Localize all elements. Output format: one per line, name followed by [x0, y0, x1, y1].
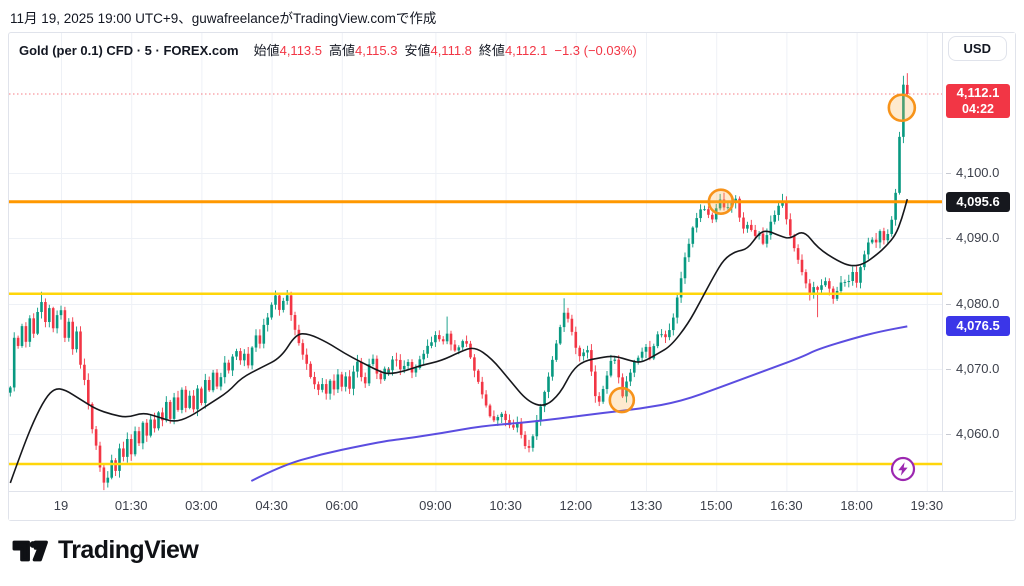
hline-price-badge: 4,095.6 — [946, 191, 1010, 212]
currency-button[interactable]: USD — [947, 36, 1007, 61]
time-axis-label: 19:30 — [910, 498, 944, 513]
ohlc-label: 始値 — [253, 43, 280, 58]
ohlc-label: 終値 — [478, 43, 505, 58]
ohlc-value: 4,111.8 — [430, 43, 472, 58]
time-axis-label: 13:30 — [629, 498, 663, 513]
time-axis-label: 18:00 — [840, 498, 873, 513]
tradingview-logo[interactable]: TradingView — [12, 536, 199, 565]
lightning-icon — [890, 456, 916, 482]
price-chart-canvas[interactable] — [9, 33, 942, 491]
time-axis-label: 16:30 — [770, 498, 803, 513]
chart-widget: Gold (per 0.1) CFD · 5 · FOREX.com 始値4,11… — [8, 32, 1016, 521]
time-axis-label: 01:30 — [114, 498, 148, 513]
tradingview-logo-icon — [12, 540, 48, 561]
symbol-title[interactable]: Gold (per 0.1) CFD · 5 · FOREX.com — [19, 43, 239, 58]
time-axis-label: 10:30 — [489, 498, 522, 513]
tradingview-logo-text: TradingView — [58, 536, 199, 564]
time-axis-label: 15:00 — [699, 498, 733, 513]
ema-price-badge: 4,076.5 — [946, 316, 1010, 337]
last-price-badge: 4,112.1 04:22 — [946, 84, 1010, 119]
price-axis-label: 4,060.0 — [945, 426, 1000, 441]
attribution-text: 11月 19, 2025 19:00 UTC+9、guwafreelanceがT… — [10, 11, 437, 26]
time-axis-label: 09:00 — [419, 498, 452, 513]
time-axis-label: 12:00 — [559, 498, 593, 513]
time-axis-label: 04:30 — [255, 498, 288, 513]
price-axis-label: 4,070.0 — [945, 360, 1000, 376]
time-axis[interactable]: 19 01:30 03:00 04:30 06:00 09:00 10:30 12:00 13:… — [9, 491, 1013, 520]
ohlc-label: 安値 — [404, 43, 431, 58]
price-axis-label: 4,090.0 — [945, 230, 1000, 246]
flash-button[interactable] — [890, 456, 916, 482]
price-axis-label: 4,080.0 — [945, 295, 1000, 311]
time-axis-label: 06:00 — [325, 498, 359, 513]
time-axis-label: 03:00 — [185, 498, 218, 513]
last-price-value: 4,112.1 — [956, 85, 1000, 101]
change-value: −1.3 (−0.03%) — [554, 43, 637, 58]
ohlc-label: 高値 — [329, 43, 356, 58]
ohlc-readout: 始値4,113.5 高値4,115.3 安値4,111.8 終値4,112.1 — [247, 43, 548, 58]
time-axis-label: 19 — [53, 498, 69, 513]
price-axis[interactable]: 4,112.1 04:22 4,095.6 4,076.5 4,100.0 4,0… — [942, 33, 1015, 491]
ohlc-value: 4,115.3 — [355, 43, 398, 58]
ohlc-value: 4,112.1 — [504, 43, 548, 58]
ohlc-value: 4,113.5 — [279, 43, 323, 58]
bar-countdown: 04:22 — [962, 102, 994, 117]
chart-header: Gold (per 0.1) CFD · 5 · FOREX.com 始値4,11… — [19, 40, 637, 59]
price-axis-label: 4,100.0 — [945, 165, 1000, 180]
